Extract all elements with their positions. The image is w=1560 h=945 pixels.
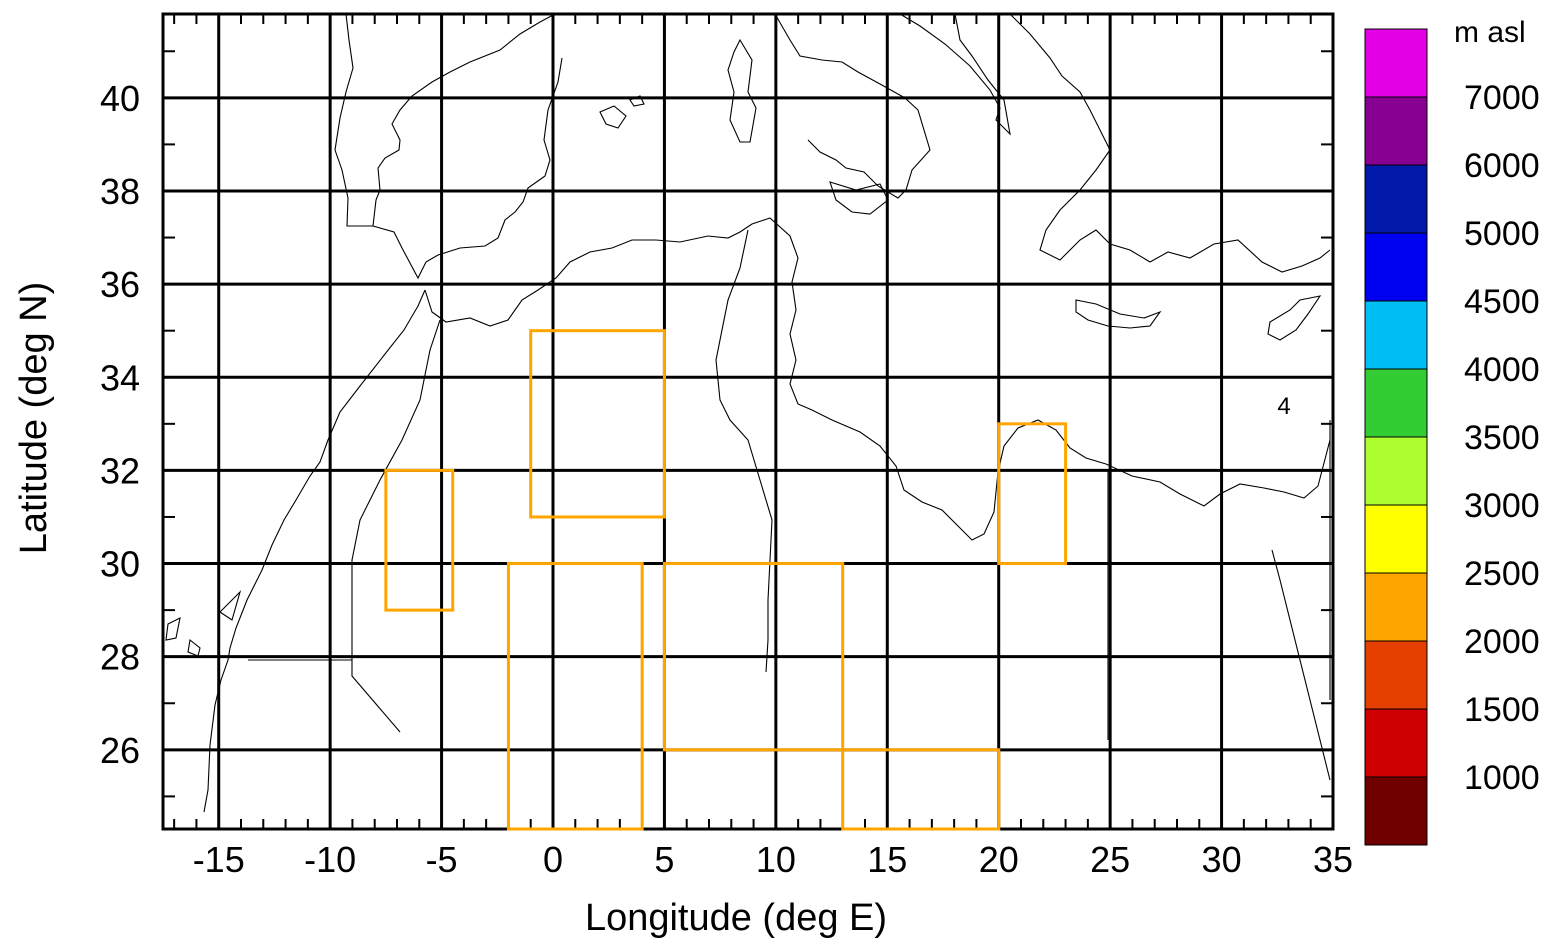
x-tick-label: 5 bbox=[654, 839, 674, 880]
coastline-maghreb-north bbox=[424, 217, 1331, 541]
colorbar-segment bbox=[1364, 300, 1428, 370]
x-tick-label: -15 bbox=[193, 839, 245, 880]
y-tick-label: 28 bbox=[100, 637, 140, 678]
coastline-balkans bbox=[1009, 13, 1331, 273]
colorbar-labels: 7000 6000 5000 4500 4000 3500 3000 2500 2000 1500… bbox=[1464, 79, 1540, 797]
coastline-italy-east bbox=[899, 13, 1011, 136]
x-tick-label: 0 bbox=[543, 839, 563, 880]
x-tick-label: -10 bbox=[304, 839, 356, 880]
colorbar bbox=[1364, 28, 1428, 846]
colorbar-label: 3000 bbox=[1464, 487, 1540, 525]
x-tick-label: 35 bbox=[1313, 839, 1353, 880]
x-tick-label: 25 bbox=[1090, 839, 1130, 880]
coastline-morocco-atlantic bbox=[203, 289, 426, 813]
colorbar-segment bbox=[1364, 368, 1428, 438]
coastline-iberia-south bbox=[372, 57, 563, 280]
colorbar-label: 5000 bbox=[1464, 215, 1540, 253]
x-tick-label: 10 bbox=[756, 839, 796, 880]
y-tick-label: 38 bbox=[100, 171, 140, 212]
point-label: 4 bbox=[1277, 393, 1290, 420]
colorbar-segment bbox=[1364, 28, 1428, 98]
region-box bbox=[506, 562, 644, 831]
coastline-balearics bbox=[599, 95, 645, 129]
region-box bbox=[997, 422, 1068, 566]
colorbar-segment bbox=[1364, 708, 1428, 778]
x-tick-label: 30 bbox=[1202, 839, 1242, 880]
colorbar-label: 2000 bbox=[1464, 623, 1540, 661]
coastline-corsica-sardinia bbox=[727, 38, 757, 143]
coastline-crete bbox=[1075, 299, 1162, 329]
colorbar-label: 4500 bbox=[1464, 283, 1540, 321]
coastline-canary-islands bbox=[165, 590, 242, 657]
coastline-iberia bbox=[334, 13, 556, 227]
y-tick-labels: 26 28 30 32 34 36 38 40 bbox=[100, 78, 140, 771]
coastline-italy bbox=[774, 13, 931, 199]
colorbar-segment bbox=[1364, 504, 1428, 574]
coastline-nile-red-sea bbox=[1271, 549, 1331, 781]
colorbar-segment bbox=[1364, 572, 1428, 642]
colorbar-label: 4000 bbox=[1464, 351, 1540, 389]
colorbar-label: 1000 bbox=[1464, 759, 1540, 797]
region-box bbox=[384, 468, 455, 612]
region-boxes bbox=[384, 329, 1068, 831]
y-tick-label: 32 bbox=[100, 450, 140, 491]
x-tick-label: 20 bbox=[979, 839, 1019, 880]
axis-ticks bbox=[163, 14, 1333, 829]
x-tick-label: -5 bbox=[426, 839, 458, 880]
y-tick-label: 26 bbox=[100, 730, 140, 771]
coastline-cyprus bbox=[1267, 295, 1322, 341]
colorbar-label: 7000 bbox=[1464, 79, 1540, 117]
border-western-sahara bbox=[248, 319, 441, 733]
colorbar-label: 2500 bbox=[1464, 555, 1540, 593]
colorbar-label: 6000 bbox=[1464, 147, 1540, 185]
region-box bbox=[841, 748, 1001, 831]
x-axis-title: Longitude (deg E) bbox=[585, 897, 887, 939]
x-tick-label: 15 bbox=[867, 839, 907, 880]
x-tick-labels: -15 -10 -5 0 5 10 15 20 25 30 35 bbox=[193, 839, 1353, 880]
colorbar-segment bbox=[1364, 232, 1428, 302]
grid-lines bbox=[161, 12, 1335, 831]
colorbar-segment bbox=[1364, 776, 1428, 846]
coastline-sicily bbox=[829, 181, 889, 215]
colorbar-segment bbox=[1364, 436, 1428, 506]
colorbar-label: 3500 bbox=[1464, 419, 1540, 457]
colorbar-segment bbox=[1364, 164, 1428, 234]
y-tick-label: 36 bbox=[100, 264, 140, 305]
region-box bbox=[662, 562, 845, 752]
region-box bbox=[529, 329, 666, 519]
y-axis-title: Latitude (deg N) bbox=[13, 282, 55, 555]
y-tick-label: 30 bbox=[100, 544, 140, 585]
colorbar-segment bbox=[1364, 96, 1428, 166]
y-tick-label: 40 bbox=[100, 78, 140, 119]
plot-frame bbox=[161, 12, 1335, 831]
border-algeria-tunisia bbox=[715, 229, 773, 673]
colorbar-segment bbox=[1364, 640, 1428, 710]
colorbar-title: m asl bbox=[1454, 16, 1526, 49]
y-tick-label: 34 bbox=[100, 357, 140, 398]
coastlines bbox=[165, 13, 1331, 813]
colorbar-label: 1500 bbox=[1464, 691, 1540, 729]
